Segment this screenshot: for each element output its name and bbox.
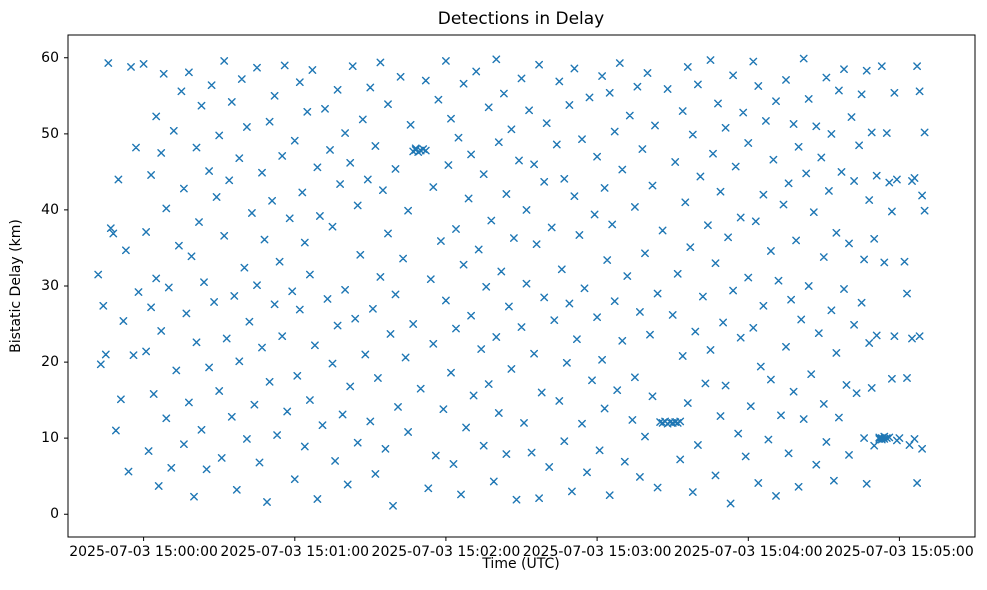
y-tick-label: 0 bbox=[50, 506, 59, 523]
y-tick-label: 30 bbox=[41, 278, 59, 294]
x-tick-label: 2025-07-03 15:05:00 bbox=[825, 544, 974, 560]
y-tick-label: 40 bbox=[41, 201, 59, 218]
scatter-markers bbox=[94, 54, 929, 510]
axes-frame bbox=[67, 34, 976, 538]
x-tick-label: 2025-07-03 15:03:00 bbox=[522, 544, 672, 560]
x-axis-label: Time (UTC) bbox=[482, 556, 560, 572]
y-tick-label: 60 bbox=[41, 49, 59, 66]
y-tick-label: 10 bbox=[41, 430, 59, 447]
y-tick-label: 20 bbox=[41, 354, 59, 371]
x-tick-label: 2025-07-03 15:02:00 bbox=[371, 544, 521, 560]
x-tick-label: 2025-07-03 15:00:00 bbox=[69, 544, 218, 560]
tick-marks bbox=[64, 57, 900, 541]
y-axis-label: Bistatic Delay (km) bbox=[8, 219, 24, 353]
chart-title: Detections in Delay bbox=[437, 9, 605, 29]
x-tick-label: 2025-07-03 15:01:00 bbox=[220, 544, 370, 560]
x-tick-label: 2025-07-03 15:04:00 bbox=[673, 544, 823, 560]
y-tick-label: 50 bbox=[41, 125, 59, 142]
